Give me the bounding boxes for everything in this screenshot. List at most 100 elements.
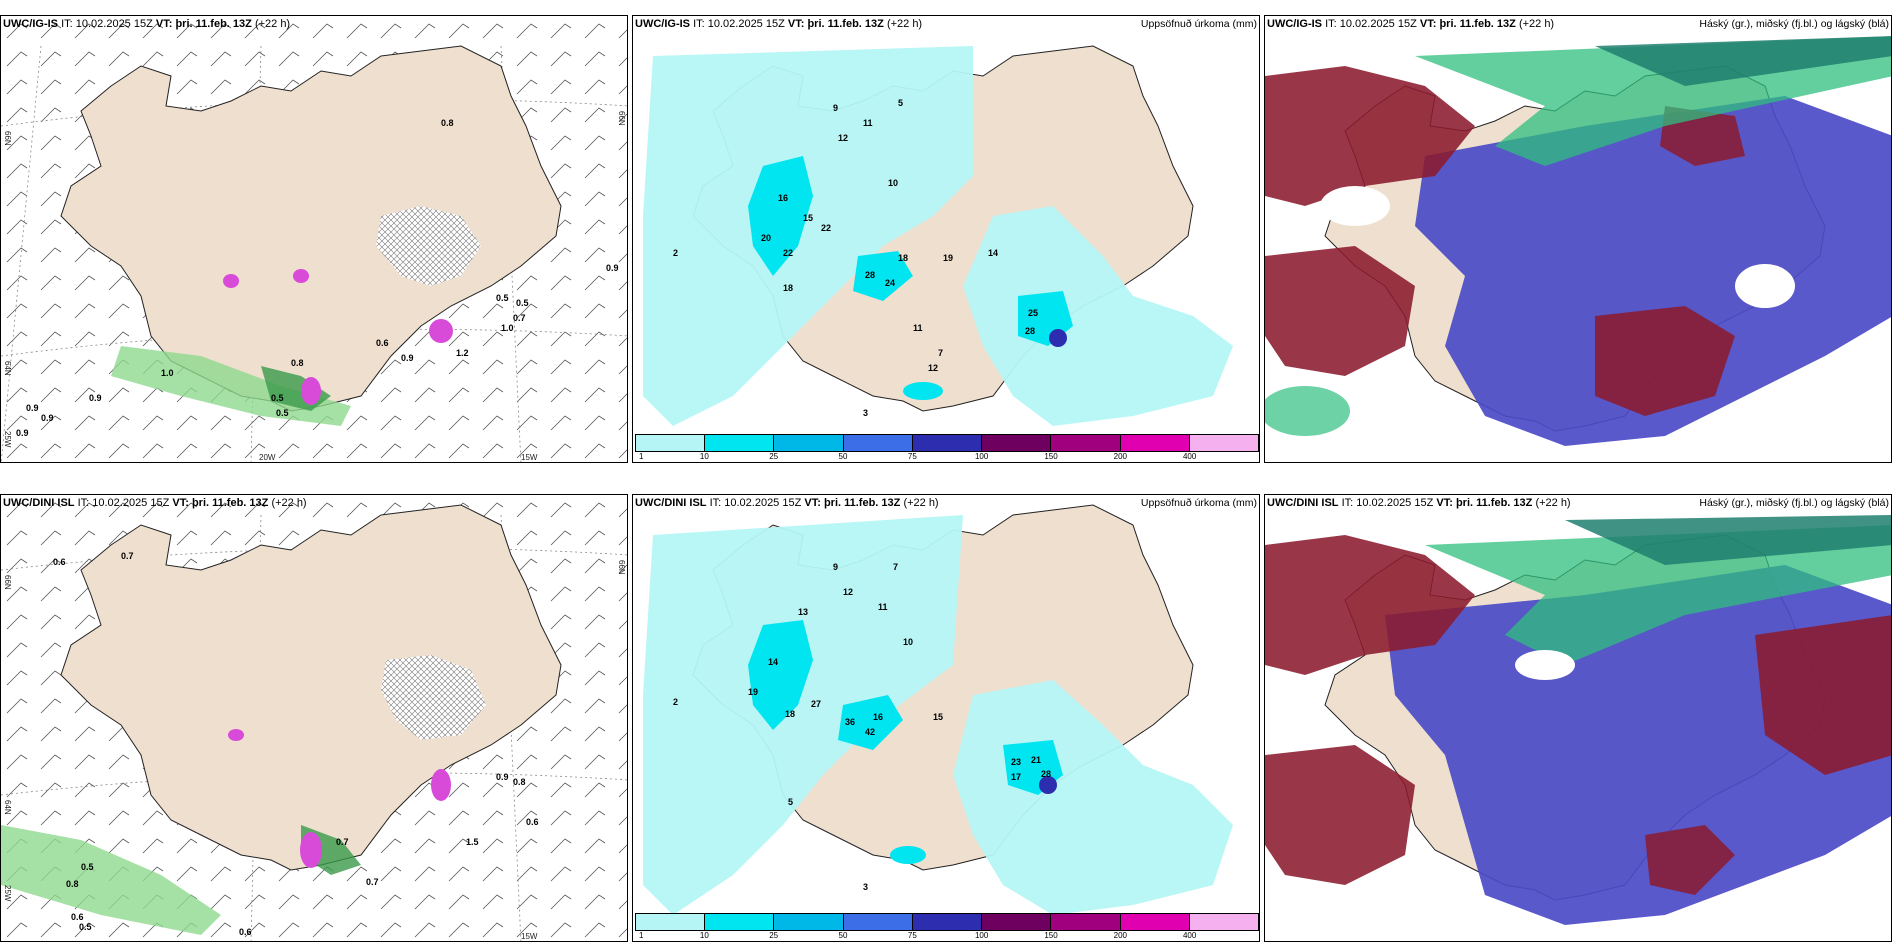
legend-swatch [774,435,844,451]
svg-text:0.8: 0.8 [513,777,526,787]
panel-clouds-bottom: UWC/DINI ISL IT: 10.02.2025 15Z VT: þri.… [1264,494,1892,942]
panel-title: Háský (gr.), miðský (fj.bl.) og lágský (… [1699,18,1889,30]
svg-text:0.9: 0.9 [606,263,619,273]
svg-text:0.8: 0.8 [291,358,304,368]
precip-cell [228,729,244,741]
legend-swatch [843,914,913,930]
svg-text:0.5: 0.5 [276,408,289,418]
svg-text:0.5: 0.5 [496,293,509,303]
precip-cell [223,274,239,288]
precip-cell [301,377,321,405]
svg-text:11: 11 [913,323,923,333]
panel-header: UWC/DINI ISL IT: 10.02.2025 15Z VT: þri.… [1267,497,1571,509]
legend-tick: 100 [974,452,989,461]
legend-swatch [982,435,1052,451]
precip-light [963,206,1233,426]
svg-text:0.9: 0.9 [41,413,54,423]
svg-text:15: 15 [803,213,813,223]
legend-swatch [705,435,775,451]
precip-light [643,46,973,426]
svg-text:25: 25 [1028,308,1038,318]
panel-title: Uppsöfnuð úrkoma (mm) [1140,497,1257,509]
legend-tick: 200 [1113,452,1128,461]
panel-title: Háský (gr.), miðský (fj.bl.) og lágský (… [1699,497,1889,509]
svg-text:18: 18 [783,283,793,293]
svg-text:1.0: 1.0 [161,368,174,378]
legend-tick: 50 [838,931,848,940]
legend-swatch [843,435,913,451]
legend-swatch [1051,435,1121,451]
svg-text:10: 10 [888,178,898,188]
svg-text:0.5: 0.5 [79,922,92,932]
svg-text:17: 17 [1011,772,1021,782]
svg-text:10: 10 [903,637,913,647]
legend-swatch [912,435,983,451]
high-cloud [1565,515,1891,565]
svg-text:0.7: 0.7 [366,877,379,887]
svg-text:36: 36 [845,717,855,727]
precip-values: 0.8 0.9 0.5 0.5 0.7 1.0 0.9 1.2 0.6 0.8 … [16,118,619,438]
svg-text:42: 42 [865,727,875,737]
svg-text:66N: 66N [3,131,12,146]
svg-text:66N: 66N [617,560,626,575]
svg-text:3: 3 [863,882,868,892]
svg-text:0.5: 0.5 [81,862,94,872]
legend-swatch [1120,914,1190,930]
svg-text:15W: 15W [521,932,538,941]
precip-map: 16 15 22 20 22 18 28 24 25 28 18 19 14 1… [643,45,1233,426]
precip-mid [853,251,913,301]
svg-text:20W: 20W [259,453,276,462]
svg-text:11: 11 [863,118,873,128]
svg-text:18: 18 [898,253,908,263]
legend-tick: 1 [639,931,644,940]
svg-text:0.8: 0.8 [66,879,79,889]
precip-values: 16 15 14 19 27 18 36 42 23 21 17 28 13 1… [673,562,1051,892]
mid-cloud [1265,246,1415,376]
svg-text:0.7: 0.7 [513,313,526,323]
svg-text:13: 13 [798,607,808,617]
svg-text:0.7: 0.7 [336,837,349,847]
legend-swatch [1189,914,1258,930]
precip-cell [293,269,309,283]
svg-text:66N: 66N [617,111,626,126]
iceland-land [60,504,562,871]
svg-text:0.6: 0.6 [526,817,539,827]
svg-text:20: 20 [761,233,771,243]
precip-cell [300,832,322,868]
mid-cloud [1265,535,1475,675]
svg-text:2: 2 [673,248,678,258]
svg-text:15W: 15W [521,453,538,462]
wind-map: 0.8 0.9 0.5 0.5 0.7 1.0 0.9 1.2 0.6 0.8 … [1,16,627,462]
precip-legend: 1 10 25 50 75 100 150 200 400 [635,913,1259,940]
panel-header: UWC/DINI ISL IT: 10.02.2025 15Z VT: þri.… [635,497,939,509]
svg-text:14: 14 [768,657,778,667]
precip-values: 16 15 22 20 22 18 28 24 25 28 18 19 14 1… [673,98,1038,418]
svg-text:11: 11 [878,602,888,612]
precip-cell [1049,329,1067,347]
clear-patch [1775,870,1875,920]
precip-cell [431,769,451,801]
svg-text:19: 19 [748,687,758,697]
svg-text:2: 2 [673,697,678,707]
panel-precip-top: UWC/IG-IS IT: 10.02.2025 15Z VT: þri. 11… [632,15,1260,463]
mid-cloud [1595,306,1735,416]
precip-cell [429,319,453,343]
svg-text:24: 24 [885,278,895,288]
precip-mid [748,620,813,730]
svg-text:25W: 25W [3,885,12,902]
svg-text:21: 21 [1031,755,1041,765]
svg-text:14: 14 [988,248,998,258]
svg-text:66N: 66N [3,575,12,590]
svg-text:18: 18 [785,709,795,719]
panel-header: UWC/IG-IS IT: 10.02.2025 15Z VT: þri. 11… [1267,18,1555,30]
clear-patch [1320,186,1390,226]
panel-header: UWC/IG-IS IT: 10.02.2025 15Z VT: þri. 11… [635,18,923,30]
legend-tick: 200 [1113,931,1128,940]
high-cloud [1425,525,1891,665]
svg-text:0.9: 0.9 [496,772,509,782]
mid-cloud [1755,615,1891,775]
panel-header: UWC/DINI ISL IT: 10.02.2025 15Z VT: þri.… [3,497,307,509]
svg-text:19: 19 [943,253,953,263]
legend-tick: 400 [1182,452,1197,461]
clear-patch [1515,650,1575,680]
